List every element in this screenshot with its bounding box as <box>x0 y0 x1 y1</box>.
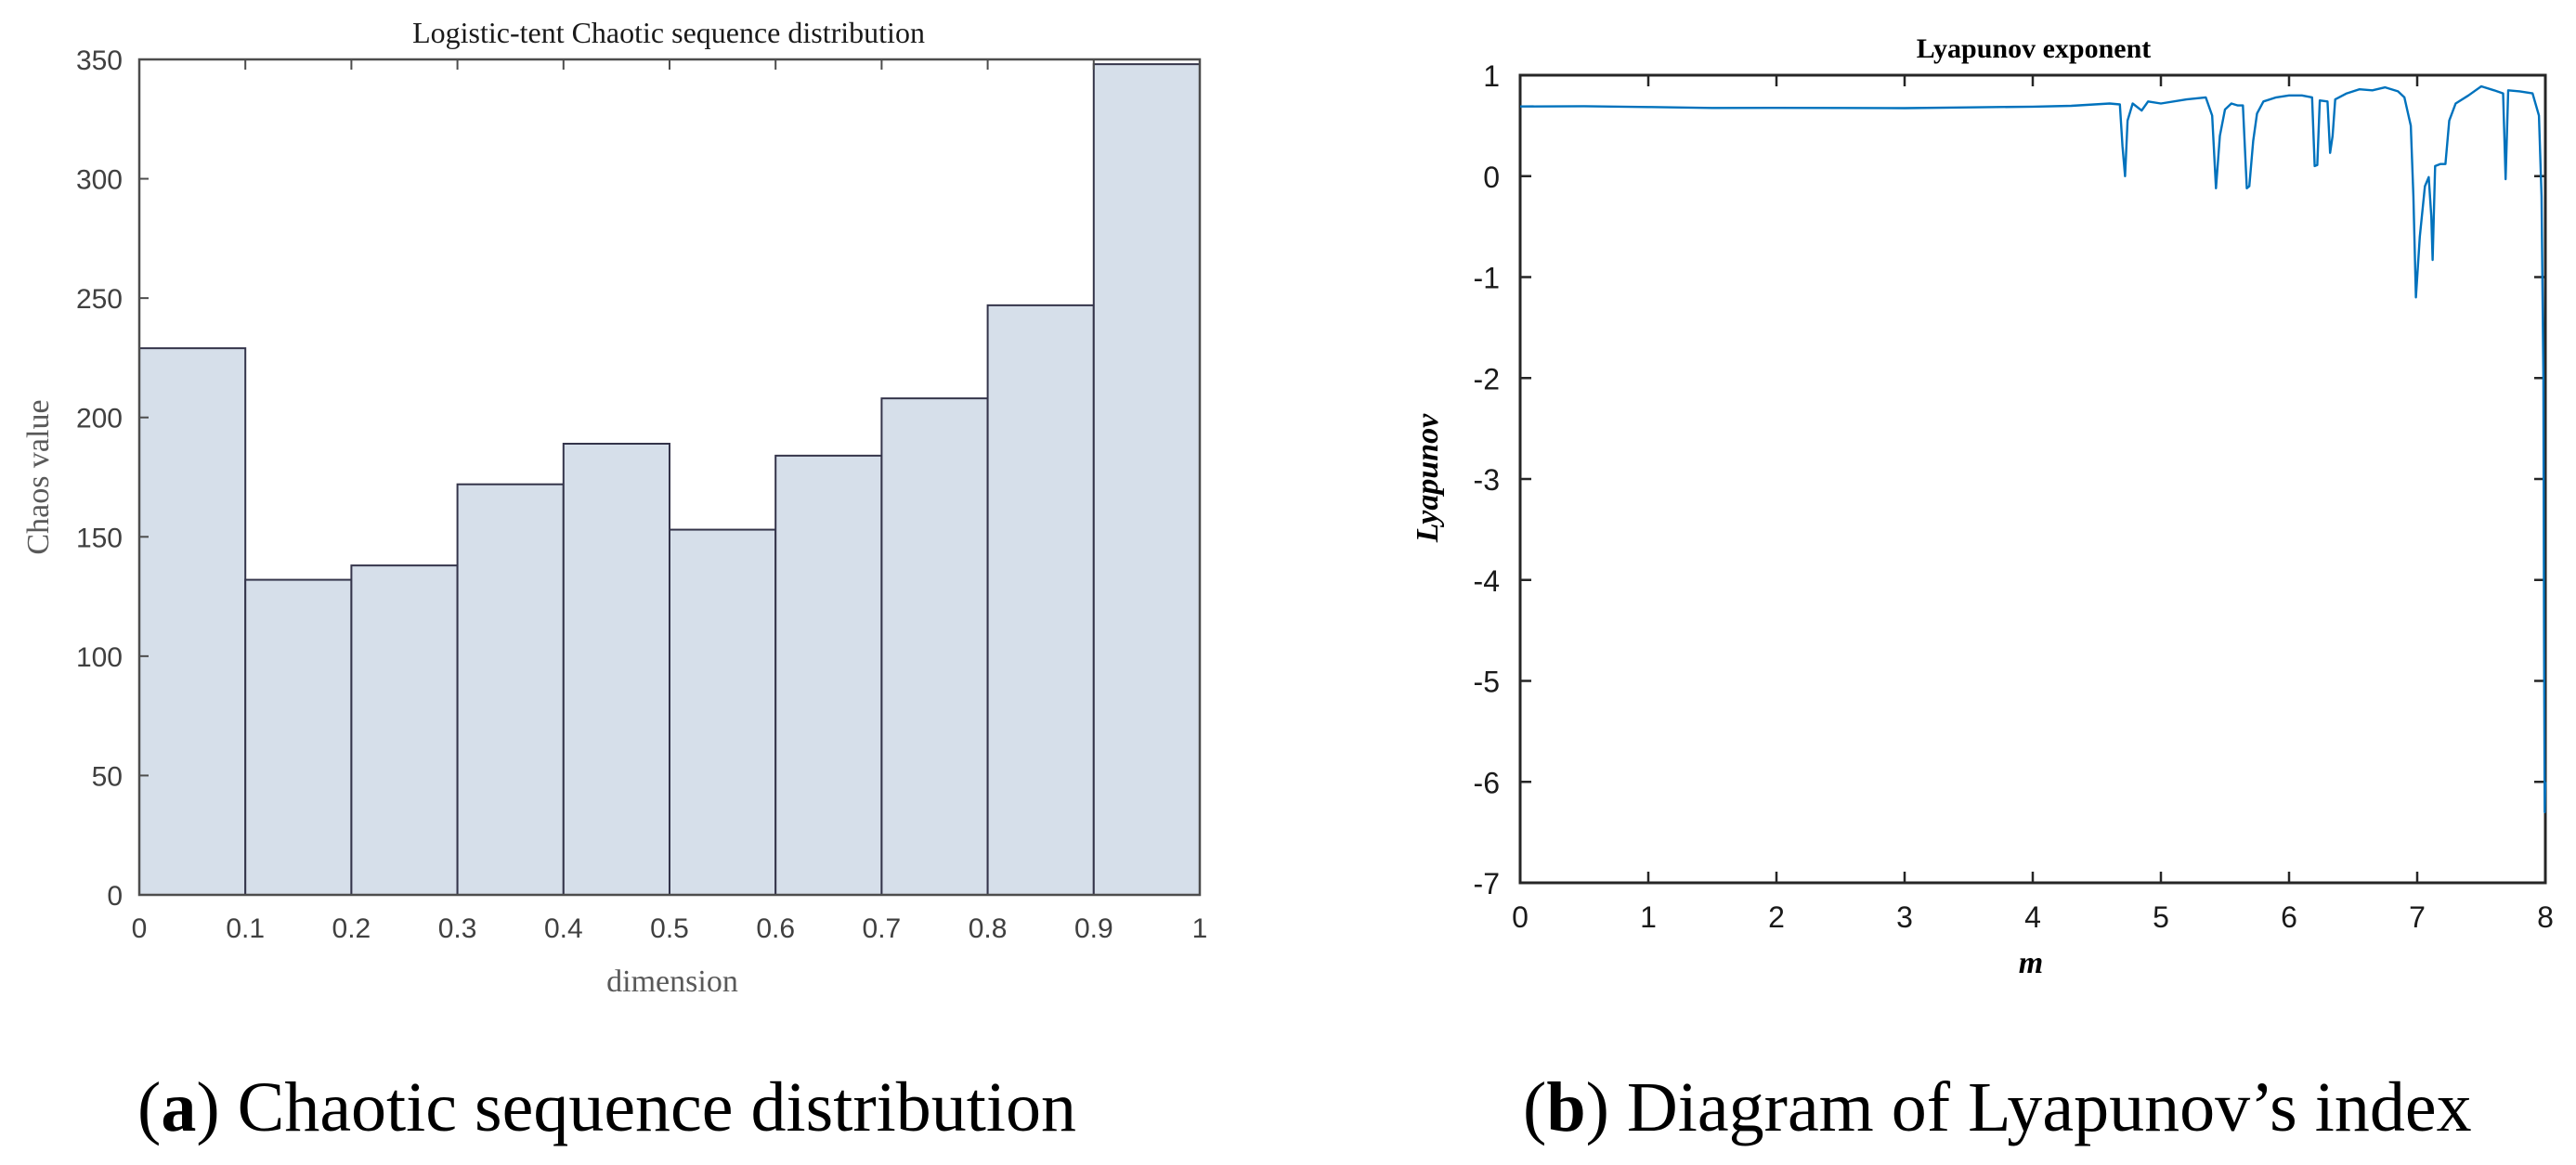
histogram-bar <box>244 578 353 896</box>
y-tick-label: 300 <box>76 165 123 196</box>
x-tick-label: 0.4 <box>544 913 583 944</box>
histogram-bar <box>880 397 989 896</box>
figure-caption-b: (b) Diagram of Lyapunov’s index <box>1523 1068 2472 1146</box>
figure-a-chaotic-distribution: Logistic-tent Chaotic sequence distribut… <box>0 0 1263 1165</box>
x-tick-label: 4 <box>2024 900 2041 934</box>
x-axis-label: dimension <box>606 964 738 999</box>
caption-letter: b <box>1546 1068 1586 1146</box>
x-tick-label: 5 <box>2153 900 2169 934</box>
x-tick-label: 0 <box>1512 900 1529 934</box>
x-tick-label: 0 <box>132 913 148 944</box>
x-tick-label: 6 <box>2281 900 2297 934</box>
histogram-bar <box>350 564 459 897</box>
x-tick-label: 1 <box>1640 900 1657 934</box>
figure-caption-a: (a) Chaotic sequence distribution <box>137 1068 1076 1146</box>
y-tick-label: 0 <box>1483 161 1500 194</box>
y-tick-label: -3 <box>1474 463 1500 497</box>
histogram-chart: Logistic-tent Chaotic sequence distribut… <box>21 16 1208 999</box>
x-tick-label: 0.7 <box>863 913 902 944</box>
lyapunov-curve <box>1519 84 2547 814</box>
y-tick-label: 250 <box>76 284 123 315</box>
x-tick-labels: 0 1 2 3 4 5 6 7 8 <box>1512 900 2554 934</box>
y-tick-label: -5 <box>1474 666 1500 699</box>
histogram-bar <box>774 454 883 896</box>
caption-text: Diagram of Lyapunov’s index <box>1626 1068 2472 1146</box>
y-tick-label: -7 <box>1474 867 1500 900</box>
histogram-bar <box>986 304 1095 897</box>
y-tick-label: 200 <box>76 404 123 434</box>
x-tick-label: 0.1 <box>226 913 265 944</box>
y-tick-label: -1 <box>1474 262 1500 295</box>
x-axis-label: m <box>2019 946 2043 980</box>
x-tick-labels: 0 0.1 0.2 0.3 0.4 0.5 0.6 0.7 0.8 0.9 1 <box>132 913 1208 944</box>
y-tick-label: -2 <box>1474 362 1500 395</box>
y-tick-label: 350 <box>76 45 123 76</box>
axes <box>137 58 1202 897</box>
x-tick-label: 7 <box>2409 900 2426 934</box>
figure-b-lyapunov: Lyapunov exponent 1 0 -1 -2 -3 -4 -5 -6 -7 0 1 2 3 4… <box>1347 0 2576 1165</box>
x-tick-label: 0.9 <box>1074 913 1113 944</box>
y-tick-label: 0 <box>107 881 123 912</box>
caption-letter: a <box>161 1068 197 1146</box>
x-tick-label: 1 <box>1192 913 1208 944</box>
plot-frame <box>1518 73 2547 885</box>
y-axis-label: Chaos value <box>21 399 56 554</box>
x-tick-label: 0.3 <box>438 913 477 944</box>
y-tick-label: 100 <box>76 642 123 673</box>
x-tick-label: 0.6 <box>756 913 795 944</box>
y-axis-label: Lyapunov <box>1411 413 1445 543</box>
histogram-bar <box>456 483 565 896</box>
caption-text: Chaotic sequence distribution <box>237 1068 1076 1146</box>
histogram-bar <box>138 347 247 896</box>
y-tick-label: -6 <box>1474 766 1500 799</box>
x-tick-label: 8 <box>2537 900 2554 934</box>
axes <box>1518 73 2547 885</box>
chart-title: Logistic-tent Chaotic sequence distribut… <box>412 16 925 49</box>
x-tick-label: 2 <box>1768 900 1785 934</box>
histogram-bar <box>669 528 777 896</box>
y-tick-label: 1 <box>1483 59 1500 93</box>
y-tick-label: -4 <box>1474 564 1500 598</box>
x-tick-label: 3 <box>1896 900 1913 934</box>
x-tick-label: 0.2 <box>332 913 371 944</box>
histogram-bar <box>562 443 670 896</box>
y-tick-label: 50 <box>92 761 123 792</box>
lyapunov-line-chart: Lyapunov exponent 1 0 -1 -2 -3 -4 -5 -6 -7 0 1 2 3 4… <box>1411 33 2554 980</box>
chart-title: Lyapunov exponent <box>1917 33 2152 64</box>
y-tick-labels: 0 50 100 150 200 250 300 350 <box>76 45 123 912</box>
histogram-bars <box>138 63 1202 897</box>
y-tick-label: 150 <box>76 523 123 553</box>
histogram-bar <box>1092 63 1202 896</box>
x-tick-label: 0.8 <box>969 913 1008 944</box>
y-tick-labels: 1 0 -1 -2 -3 -4 -5 -6 -7 <box>1474 59 1500 900</box>
x-tick-label: 0.5 <box>650 913 689 944</box>
